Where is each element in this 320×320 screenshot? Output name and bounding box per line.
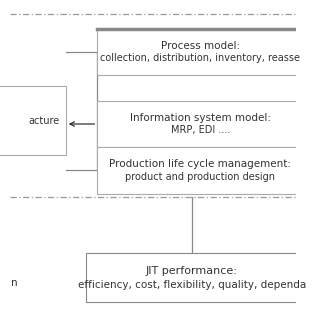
Text: Process model:: Process model:	[161, 41, 240, 51]
Bar	[97, 147, 304, 194]
Bar	[97, 29, 304, 75]
Bar	[86, 253, 298, 302]
Bar	[0, 86, 66, 155]
Text: acture: acture	[29, 116, 60, 126]
Text: collection, distribution, inventory, reasse: collection, distribution, inventory, rea…	[100, 53, 300, 63]
Text: MRP, EDI ....: MRP, EDI ....	[171, 125, 230, 135]
Text: Information system model:: Information system model:	[130, 113, 271, 123]
Text: product and production design: product and production design	[125, 172, 276, 182]
Text: Production life cycle management:: Production life cycle management:	[109, 159, 292, 169]
Bar	[97, 101, 304, 147]
Text: n: n	[11, 278, 18, 288]
Text: JIT performance:: JIT performance:	[146, 266, 238, 276]
Text: efficiency, cost, flexibility, quality, dependa: efficiency, cost, flexibility, quality, …	[78, 280, 306, 290]
